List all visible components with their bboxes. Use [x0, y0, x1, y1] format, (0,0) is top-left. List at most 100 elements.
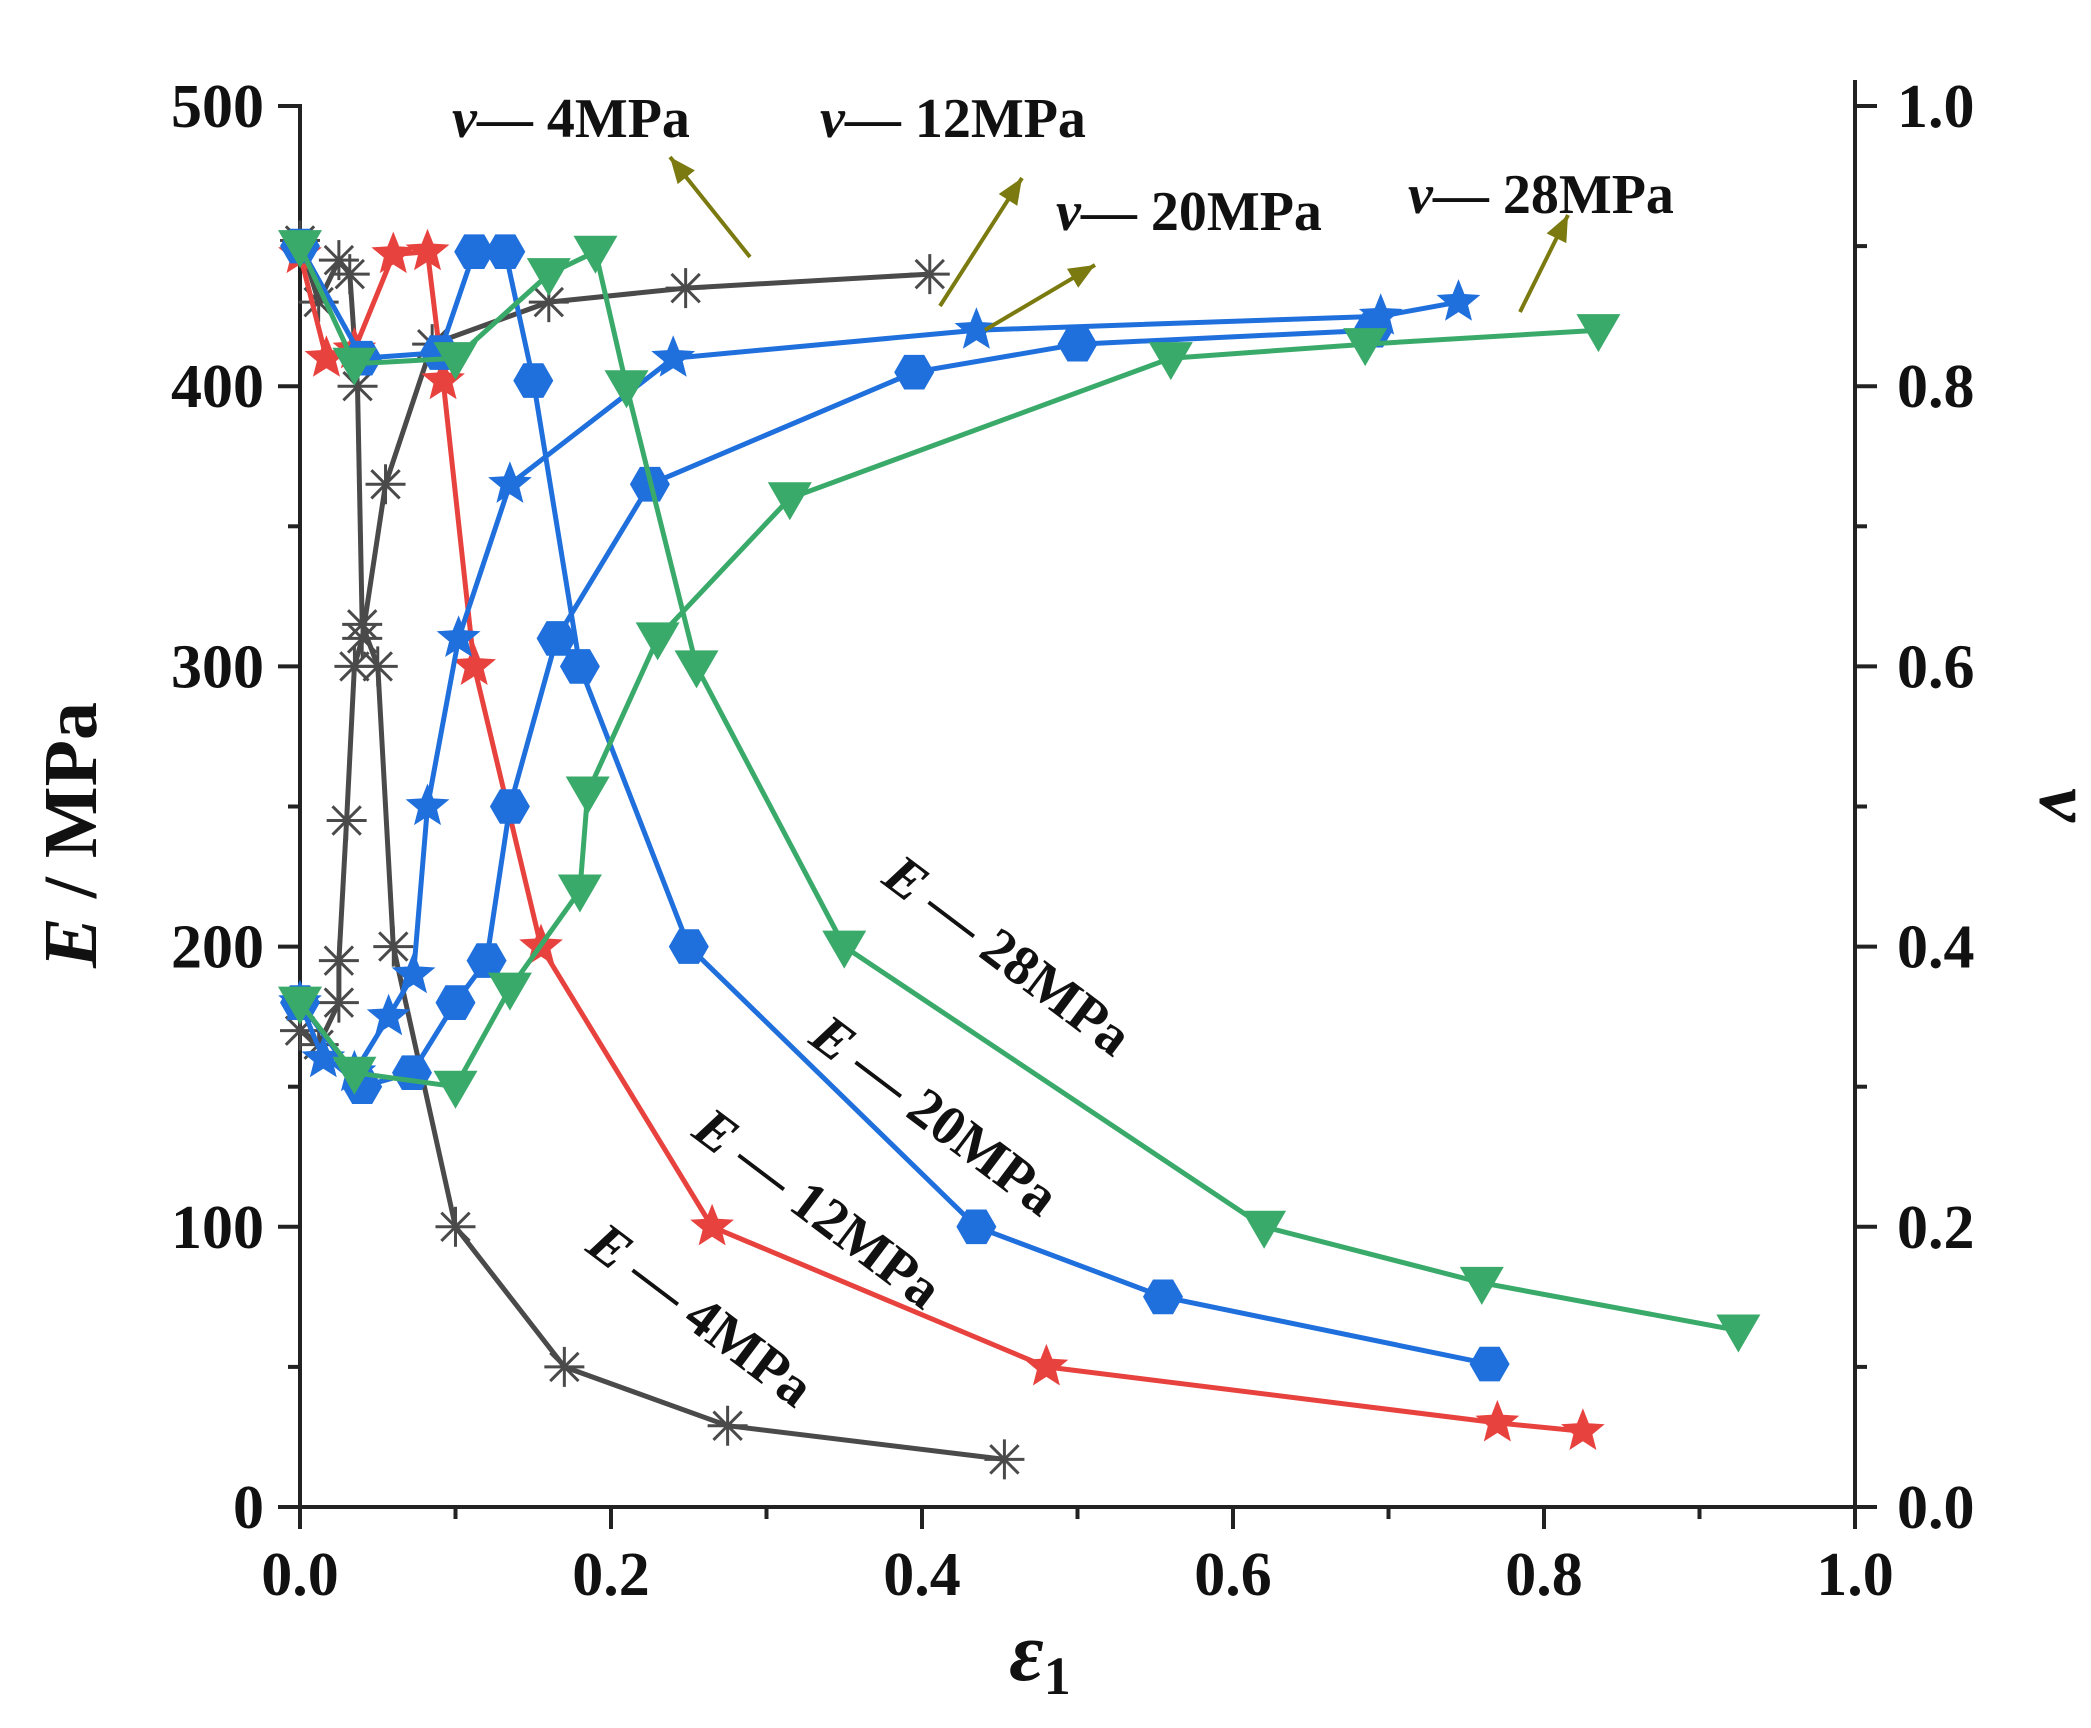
- data-point-triangle: [526, 258, 571, 297]
- x-tick-label: 0.2: [572, 1541, 650, 1609]
- data-point-triangle: [487, 972, 532, 1011]
- data-point-triangle: [557, 874, 602, 913]
- x-tick-label: 0.4: [883, 1541, 961, 1609]
- asterisk-stroke: [346, 623, 378, 654]
- data-point-star: [436, 615, 481, 657]
- arrow-head: [1546, 215, 1568, 244]
- series-layer: [278, 220, 1761, 1480]
- data-point-asterisk: [334, 646, 375, 687]
- annotation-text: — 12MPa: [712, 1118, 953, 1321]
- axis-ticks: 0.0 0.2 0.4 0.6 0.8 1.0 0 100 200 300 400 500 0.0 0.2…: [171, 73, 1975, 1609]
- data-point-hexagon: [1469, 1346, 1510, 1382]
- asterisk-stroke: [378, 931, 409, 962]
- x-tick-label: 1.0: [1816, 1541, 1894, 1609]
- data-point-hexagon: [435, 985, 476, 1020]
- data-point-triangle: [822, 930, 867, 969]
- axis-spines: [298, 80, 1857, 1509]
- data-point-star: [1024, 1343, 1069, 1386]
- annotation-symbol: v: [820, 88, 846, 150]
- annotation-symbol: v: [452, 88, 478, 150]
- data-point-triangle: [767, 482, 812, 521]
- data-point-asterisk: [707, 1405, 748, 1446]
- data-point-hexagon: [668, 929, 709, 964]
- arrow-head: [1067, 265, 1095, 288]
- annotation-lbl-v28: v— 28MPa: [1408, 164, 1674, 226]
- data-point-star: [488, 461, 532, 503]
- data-point-triangle: [1343, 328, 1388, 367]
- asterisk-stroke: [712, 1410, 743, 1441]
- data-point-triangle: [573, 235, 618, 274]
- data-point-star: [421, 357, 465, 400]
- x-tick-label: 0.8: [1505, 1541, 1583, 1609]
- annotation-lbl-e28: E — 28MPa: [871, 842, 1143, 1068]
- annotation-lbl-v20: v— 20MPa: [1056, 181, 1322, 243]
- x-axis-title: ε1: [1009, 1606, 1070, 1706]
- data-point-asterisk: [909, 254, 950, 295]
- series-v28: [278, 314, 1621, 1109]
- data-point-triangle: [1459, 1266, 1504, 1305]
- data-point-star: [301, 1035, 346, 1078]
- x-tick-label: 0.0: [261, 1541, 339, 1609]
- data-point-triangle: [332, 1056, 377, 1095]
- data-point-asterisk: [329, 254, 370, 295]
- y-left-tick-label: 200: [171, 914, 264, 982]
- data-point-asterisk: [326, 800, 367, 841]
- data-point-star: [304, 335, 349, 377]
- data-point-triangle: [565, 776, 610, 815]
- y-left-tick-label: 300: [171, 633, 264, 701]
- y-right-tick-label: 1.0: [1897, 73, 1975, 141]
- annotation-arrow: [983, 263, 1097, 332]
- data-point-triangle: [1576, 314, 1621, 353]
- annotation-arrow: [1518, 214, 1570, 313]
- data-point-asterisk: [365, 464, 406, 505]
- data-point-star: [1561, 1408, 1605, 1450]
- data-point-star: [954, 307, 999, 349]
- data-point-triangle: [1242, 1210, 1287, 1249]
- data-point-star: [371, 231, 416, 274]
- data-point-hexagon: [1057, 326, 1098, 362]
- y-right-tick-label: 0.2: [1897, 1194, 1975, 1262]
- data-point-asterisk: [435, 1206, 476, 1247]
- y-left-tick-label: 100: [171, 1194, 264, 1262]
- data-point-star: [452, 643, 496, 685]
- data-point-triangle: [433, 1070, 478, 1109]
- data-point-triangle: [1148, 342, 1193, 381]
- y-left-tick-label: 500: [171, 73, 264, 141]
- series-line-e20: [297, 244, 1491, 1367]
- asterisk-stroke: [440, 1211, 471, 1243]
- data-point-star: [690, 1203, 734, 1246]
- data-point-asterisk: [318, 940, 359, 981]
- annotation-arrow: [668, 155, 752, 259]
- x-tick-label: 0.6: [1194, 1541, 1272, 1609]
- asterisk-stroke: [323, 987, 355, 1018]
- data-point-star: [1475, 1399, 1520, 1442]
- y-axis-left-title: E / MPa: [29, 702, 113, 969]
- data-point-asterisk: [544, 1346, 585, 1387]
- arrow-head: [998, 178, 1022, 206]
- asterisk-stroke: [549, 1351, 580, 1383]
- asterisk-stroke: [334, 258, 365, 290]
- asterisk-stroke: [989, 1444, 1020, 1475]
- y-axis-right-title: v: [2023, 788, 2091, 823]
- annotation-lbl-v4: v— 4MPa: [452, 88, 690, 150]
- data-point-asterisk: [318, 982, 359, 1023]
- annotation-arrow: [938, 176, 1024, 308]
- asterisk-stroke: [370, 469, 401, 500]
- series-line-v4: [298, 271, 930, 1048]
- data-point-asterisk: [342, 618, 383, 659]
- asterisk-stroke: [323, 945, 355, 976]
- data-point-triangle: [635, 622, 680, 661]
- data-point-hexagon: [485, 234, 526, 269]
- data-point-hexagon: [894, 354, 935, 390]
- data-point-triangle: [278, 986, 322, 1025]
- data-point-star: [405, 783, 450, 826]
- y-right-tick-label: 0.8: [1897, 353, 1975, 421]
- plot-frame: [298, 80, 1857, 1509]
- y-right-tick-label: 0.4: [1897, 914, 1975, 982]
- annotation-text: — 12MPa: [844, 88, 1086, 150]
- data-point-star: [651, 335, 696, 377]
- annotation-symbol: v: [1408, 164, 1434, 226]
- annotation-lbl-v12: v— 12MPa: [820, 88, 1086, 150]
- data-point-triangle: [332, 347, 377, 386]
